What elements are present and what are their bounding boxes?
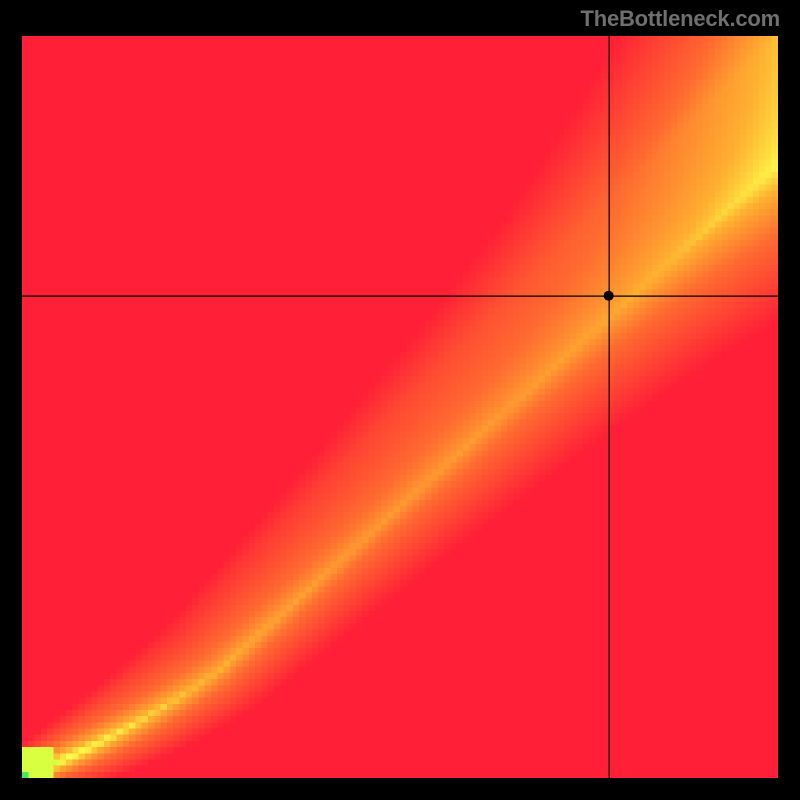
plot-area	[22, 36, 778, 778]
crosshair-overlay	[22, 36, 778, 778]
chart-container: TheBottleneck.com	[0, 0, 800, 800]
watermark-text: TheBottleneck.com	[580, 6, 780, 32]
